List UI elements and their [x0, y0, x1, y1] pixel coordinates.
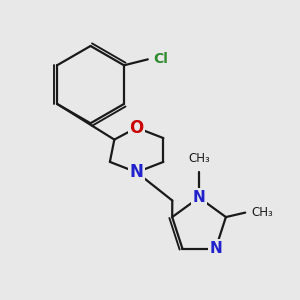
Text: CH₃: CH₃: [188, 152, 210, 165]
Text: N: N: [130, 163, 144, 181]
Text: CH₃: CH₃: [251, 206, 273, 219]
Text: N: N: [193, 190, 206, 205]
Text: Cl: Cl: [154, 52, 169, 66]
Text: N: N: [209, 241, 222, 256]
Text: O: O: [130, 119, 144, 137]
